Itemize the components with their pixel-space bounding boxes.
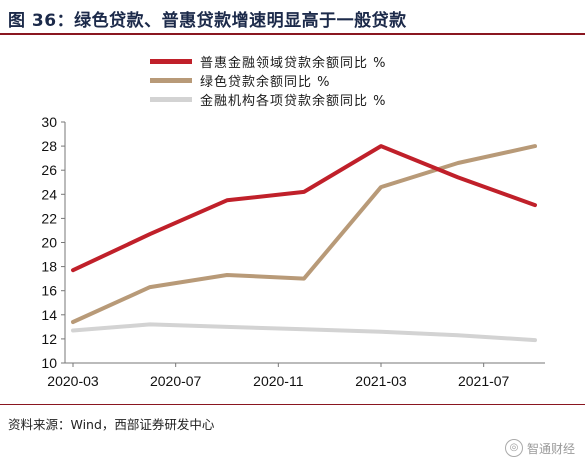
chart-legend: 普惠金融领域贷款余额同比 % 绿色贷款余额同比 % 金融机构各项贷款余额同比 %: [150, 52, 387, 109]
y-tick-label: 16: [41, 283, 57, 299]
legend-label-all-loans: 金融机构各项贷款余额同比 %: [200, 94, 387, 109]
legend-label-puhui: 普惠金融领域贷款余额同比 %: [200, 56, 387, 71]
x-tick-label: 2020-11: [253, 373, 304, 389]
source-divider: [0, 404, 585, 405]
legend-swatch-all-loans: [150, 97, 192, 102]
y-tick-label: 26: [41, 162, 57, 178]
line-chart: 10 12 14 16 18 20 22 24 26 28 30 2020-03 2020-07 2020…: [41, 114, 545, 389]
legend-item-green: 绿色贷款余额同比 %: [150, 71, 387, 90]
series-line-1: [71, 144, 537, 324]
watermark: ◎ 智通财经: [504, 439, 575, 457]
page-title: 图 36：绿色贷款、普惠贷款增速明显高于一般贷款: [8, 11, 407, 31]
legend-item-puhui: 普惠金融领域贷款余额同比 %: [150, 52, 387, 71]
y-tick-label: 12: [41, 331, 57, 347]
y-tick-label: 20: [41, 235, 57, 251]
watermark-logo-icon: ◎: [504, 439, 523, 457]
y-tick-label: 30: [41, 114, 57, 130]
x-tick-label: 2021-03: [355, 373, 407, 389]
legend-swatch-puhui: [150, 59, 192, 64]
source-note: 资料来源：Wind，西部证券研发中心: [8, 417, 215, 432]
x-tick-label: 2020-07: [150, 373, 202, 389]
y-tick-label: 28: [41, 138, 57, 154]
legend-item-all-loans: 金融机构各项贷款余额同比 %: [150, 90, 387, 109]
title-divider: [0, 33, 585, 35]
x-tick-label: 2021-07: [458, 373, 510, 389]
legend-label-green: 绿色贷款余额同比 %: [200, 75, 331, 90]
watermark-text: 智通财经: [526, 441, 575, 456]
y-tick-label: 10: [41, 355, 57, 371]
y-tick-label: 24: [41, 186, 57, 202]
y-tick-label: 14: [41, 307, 57, 323]
y-tick-label: 18: [41, 259, 57, 275]
y-tick-label: 22: [41, 210, 57, 226]
x-tick-label: 2020-03: [47, 373, 99, 389]
series-line-0: [71, 144, 537, 273]
legend-swatch-green: [150, 78, 192, 83]
series-line-2: [71, 322, 537, 343]
